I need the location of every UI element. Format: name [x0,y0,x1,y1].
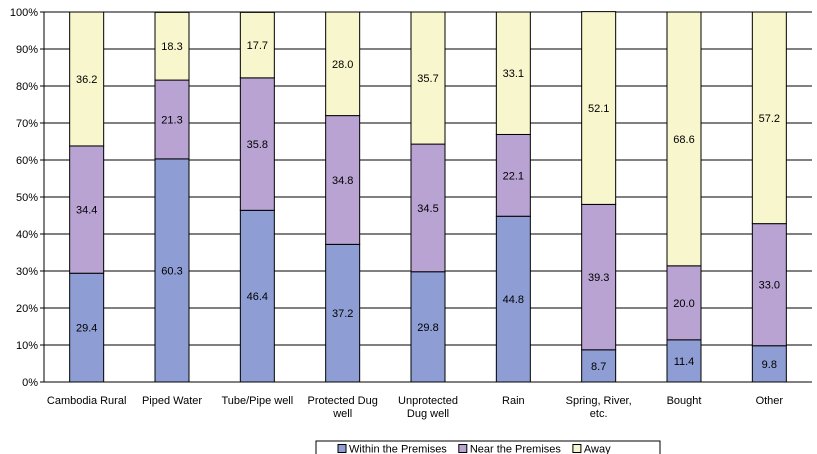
bar-segment [410,143,446,273]
data-label: 35.8 [247,139,268,151]
bar-segment [239,11,275,79]
data-label: 34.8 [332,175,353,187]
data-label: 44.8 [503,294,524,306]
y-tick-label: 90% [16,44,38,56]
bar-segment [666,265,702,341]
bar-segment [495,11,531,135]
bar-segment [69,145,105,274]
data-label: 60.3 [161,265,182,277]
bar-segment [751,223,787,347]
data-label: 36.2 [76,74,97,86]
bar-segment [666,11,702,267]
bars: 29.4 34.4 36.2 60.3 21.3 18.3 46.4 35.8 17.7 37.2… [69,11,787,383]
bar-segment [495,133,531,217]
y-tick-label: 10% [16,340,38,352]
x-tick-label: Unprotected Dug well [398,395,458,420]
x-axis-labels: Cambodia Rural Piped Water Tube/Pipe well P… [47,395,783,420]
y-tick-label: 80% [16,81,38,93]
bar-segment [69,272,105,383]
data-label: 52.1 [588,103,609,115]
y-tick-label: 0% [22,377,38,389]
legend-swatch [458,444,468,453]
y-tick-label: 40% [16,229,38,241]
data-label: 29.4 [76,323,97,335]
data-label: 34.5 [417,203,438,215]
x-tick-label: Cambodia Rural [47,395,126,407]
bar-segment [154,79,190,160]
data-label: 18.3 [161,41,182,53]
axes [43,12,812,383]
bar-segment [666,339,702,383]
y-tick-label: 60% [16,155,38,167]
x-tick-label: Spring, River, etc. [566,395,632,420]
data-label: 34.4 [76,205,97,217]
data-label: 33.1 [503,68,524,80]
x-tick-label: Piped Water [142,395,202,407]
legend: Within the Premises Near the Premises Away [315,440,661,454]
bar-segment [581,203,617,351]
x-tick-label: Bought [667,395,702,407]
data-label: 57.2 [759,113,780,125]
legend-swatch [572,444,582,453]
data-label: 33.0 [759,280,780,292]
y-tick-label: 30% [16,266,38,278]
bar-segment [239,209,275,383]
bar-segment [751,11,787,225]
x-tick-label: Protected Dug well [308,395,378,420]
y-tick-label: 70% [16,118,38,130]
data-label: 37.2 [332,308,353,320]
bar-segment [69,11,105,147]
data-label: 20.0 [673,298,694,310]
data-label: 35.7 [417,73,438,85]
data-label: 28.0 [332,59,353,71]
y-axis-ticks: 0% 10% 20% 30% 40% 50% 60% 70% 80% 90% 100% [10,7,44,389]
legend-label: Within the Premises [349,444,447,454]
data-label: 21.3 [161,114,182,126]
x-tick-label: Other [756,395,784,407]
data-label: 46.4 [247,291,268,303]
x-tick-label: Tube/Pipe well [221,395,293,407]
bar-segment [239,77,275,211]
data-label: 9.8 [762,359,777,371]
legend-swatch [337,444,347,453]
data-label: 68.6 [673,134,694,146]
data-label: 22.1 [503,170,524,182]
data-label: 11.4 [674,356,695,368]
data-label: 8.7 [591,361,606,373]
data-label: 29.8 [417,322,438,334]
bar-segment [581,11,617,205]
legend-label: Away [584,444,611,454]
bar-segment [325,11,361,117]
data-label: 39.3 [588,272,609,284]
bar-segment [410,11,446,145]
legend-label: Near the Premises [470,444,562,454]
data-label: 17.7 [247,40,268,52]
y-tick-label: 50% [16,192,38,204]
x-tick-label: Rain [502,395,525,407]
bar-segment [154,11,190,81]
y-tick-label: 20% [16,303,38,315]
bar-segment [495,215,531,383]
y-tick-label: 100% [10,7,38,19]
